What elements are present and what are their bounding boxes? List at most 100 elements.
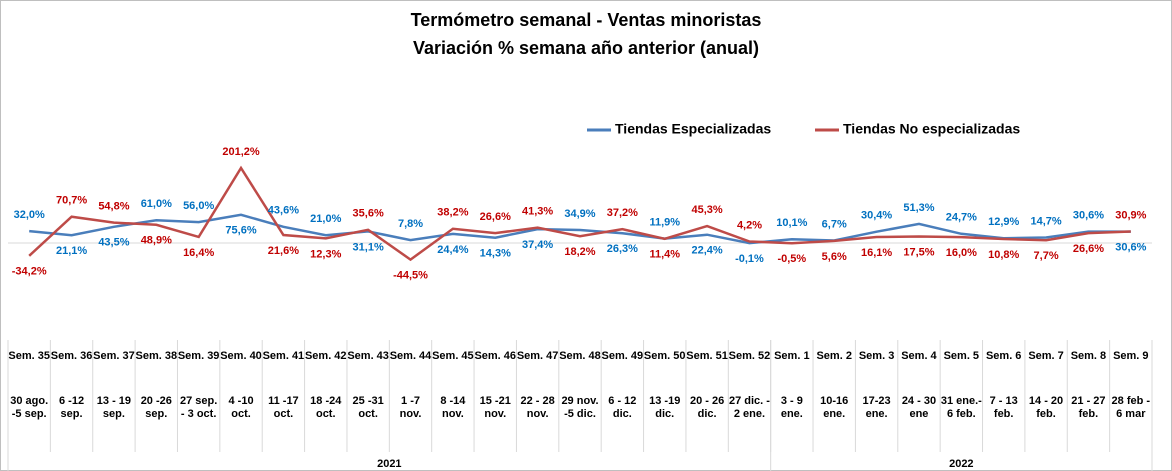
x-tick-label: Sem. 47 xyxy=(516,350,559,362)
x-tick-label: Sem. 38 xyxy=(135,350,178,362)
x-tick-label: Sem. 3 xyxy=(858,350,895,362)
date-range-label: 13 - 19 sep. xyxy=(96,395,132,420)
data-label: 201,2% xyxy=(222,146,260,158)
data-label: 6,7% xyxy=(822,218,847,230)
x-tick-label: Sem. 35 xyxy=(8,350,50,362)
data-label: 34,9% xyxy=(564,208,595,220)
date-range-label: 4 -10 oct. xyxy=(228,395,254,420)
date-range-label: 13 -19 dic. xyxy=(649,395,681,420)
series-line xyxy=(29,213,1131,245)
data-label: 48,9% xyxy=(141,235,172,247)
x-tick-label: Sem. 50 xyxy=(643,350,686,362)
data-label: 75,6% xyxy=(225,225,256,237)
data-label: 7,7% xyxy=(1034,250,1059,262)
date-range-label: 10-16 ene. xyxy=(820,395,849,420)
series-line xyxy=(28,165,1131,262)
data-label: 10,8% xyxy=(988,249,1019,261)
date-range-label: 18 -24 oct. xyxy=(310,395,342,420)
x-tick-label: Sem. 37 xyxy=(93,350,135,362)
date-range-label: 14 - 20 feb. xyxy=(1028,395,1064,420)
data-label: 30,6% xyxy=(1115,242,1146,254)
data-label: 61,0% xyxy=(141,198,172,210)
data-label: 38,2% xyxy=(437,207,468,219)
data-label: 31,1% xyxy=(353,241,384,253)
date-range-label: 28 feb - 6 mar xyxy=(1111,395,1151,420)
x-tick-label: Sem. 5 xyxy=(943,350,980,362)
x-tick-label: Sem. 40 xyxy=(220,350,262,362)
date-range-label: 22 - 28 nov. xyxy=(520,395,555,420)
x-tick-label: Sem. 49 xyxy=(601,350,644,362)
x-tick-label: Sem. 44 xyxy=(389,350,432,362)
data-label: 24,7% xyxy=(946,212,977,224)
data-label: 10,1% xyxy=(776,217,807,229)
date-range-label: 15 -21 nov. xyxy=(479,395,511,420)
x-tick-label: Sem. 52 xyxy=(728,350,771,362)
date-range-label: 20 -26 sep. xyxy=(140,395,172,420)
date-range-label: 31 ene.- 6 feb. xyxy=(940,395,982,420)
date-range-label: 20 - 26 dic. xyxy=(689,395,725,420)
chart-title: Termómetro semanal - Ventas minoristas xyxy=(411,10,762,30)
data-label: -0,5% xyxy=(777,253,806,265)
date-range-label: 7 - 13 feb. xyxy=(989,395,1018,420)
data-label: 54,8% xyxy=(98,201,129,213)
data-label: 16,0% xyxy=(946,247,977,259)
x-tick-label: Sem. 41 xyxy=(262,350,305,362)
data-label: 26,6% xyxy=(480,211,511,223)
x-tick-label: Sem. 36 xyxy=(50,350,93,362)
x-tick-label: Sem. 4 xyxy=(901,350,937,362)
data-label: 12,9% xyxy=(988,216,1019,228)
data-label: 56,0% xyxy=(183,200,214,212)
data-label: -44,5% xyxy=(393,270,428,282)
data-label: 17,5% xyxy=(903,246,934,258)
data-label: 30,9% xyxy=(1115,209,1146,221)
year-label: 2021 xyxy=(377,458,401,470)
x-tick-label: Sem. 46 xyxy=(474,350,517,362)
date-range-label: 27 dic. - 2 ene. xyxy=(728,395,770,420)
date-range-label: 30 ago. -5 sep. xyxy=(10,395,49,420)
data-label: 21,0% xyxy=(310,213,341,225)
date-range-label: 3 - 9 ene. xyxy=(780,395,803,420)
x-tick-label: Sem. 48 xyxy=(559,350,601,362)
data-label: 43,5% xyxy=(98,237,129,249)
x-tick-label: Sem. 39 xyxy=(177,350,220,362)
data-label: -34,2% xyxy=(12,266,47,278)
x-tick-label: Sem. 2 xyxy=(816,350,852,362)
data-label: 21,6% xyxy=(268,245,299,257)
data-label: 30,6% xyxy=(1073,210,1104,222)
date-range-label: 29 nov. -5 dic. xyxy=(561,395,599,420)
legend-label: Tiendas Especializadas xyxy=(615,121,771,137)
data-label: 22,4% xyxy=(692,245,723,257)
data-label: 43,6% xyxy=(268,205,299,217)
data-label: 18,2% xyxy=(564,246,595,258)
data-label: 70,7% xyxy=(56,195,87,207)
date-range-label: 11 -17 oct. xyxy=(268,395,299,420)
data-label: 14,7% xyxy=(1030,215,1061,227)
data-label: 21,1% xyxy=(56,245,87,257)
x-tick-label: Sem. 45 xyxy=(432,350,474,362)
date-range-label: 27 sep. - 3 oct. xyxy=(179,395,218,420)
x-tick-label: Sem. 9 xyxy=(1113,350,1149,362)
year-label: 2022 xyxy=(949,458,973,470)
data-label: 35,6% xyxy=(353,208,384,220)
data-label: 7,8% xyxy=(398,218,423,230)
data-label: 16,4% xyxy=(183,247,214,259)
date-range-label: 8 -14 nov. xyxy=(440,395,466,420)
x-tick-label: Sem. 8 xyxy=(1070,350,1107,362)
data-label: 45,3% xyxy=(692,204,723,216)
data-label: 41,3% xyxy=(522,206,553,218)
date-range-label: 1 -7 nov. xyxy=(399,395,422,420)
data-label: 32,0% xyxy=(14,209,45,221)
x-tick-label: Sem. 6 xyxy=(985,350,1022,362)
x-tick-label: Sem. 43 xyxy=(347,350,389,362)
data-label: 5,6% xyxy=(822,251,847,263)
data-label: 30,4% xyxy=(861,210,892,222)
data-label: 37,2% xyxy=(607,207,638,219)
chart-subtitle: Variación % semana año anterior (anual) xyxy=(413,38,759,58)
date-range-label: 17-23 ene. xyxy=(862,395,891,420)
date-range-label: 6 - 12 dic. xyxy=(608,395,637,420)
date-range-label: 24 - 30 ene xyxy=(901,395,937,420)
data-label: 26,3% xyxy=(607,243,638,255)
data-label: 26,6% xyxy=(1073,243,1104,255)
